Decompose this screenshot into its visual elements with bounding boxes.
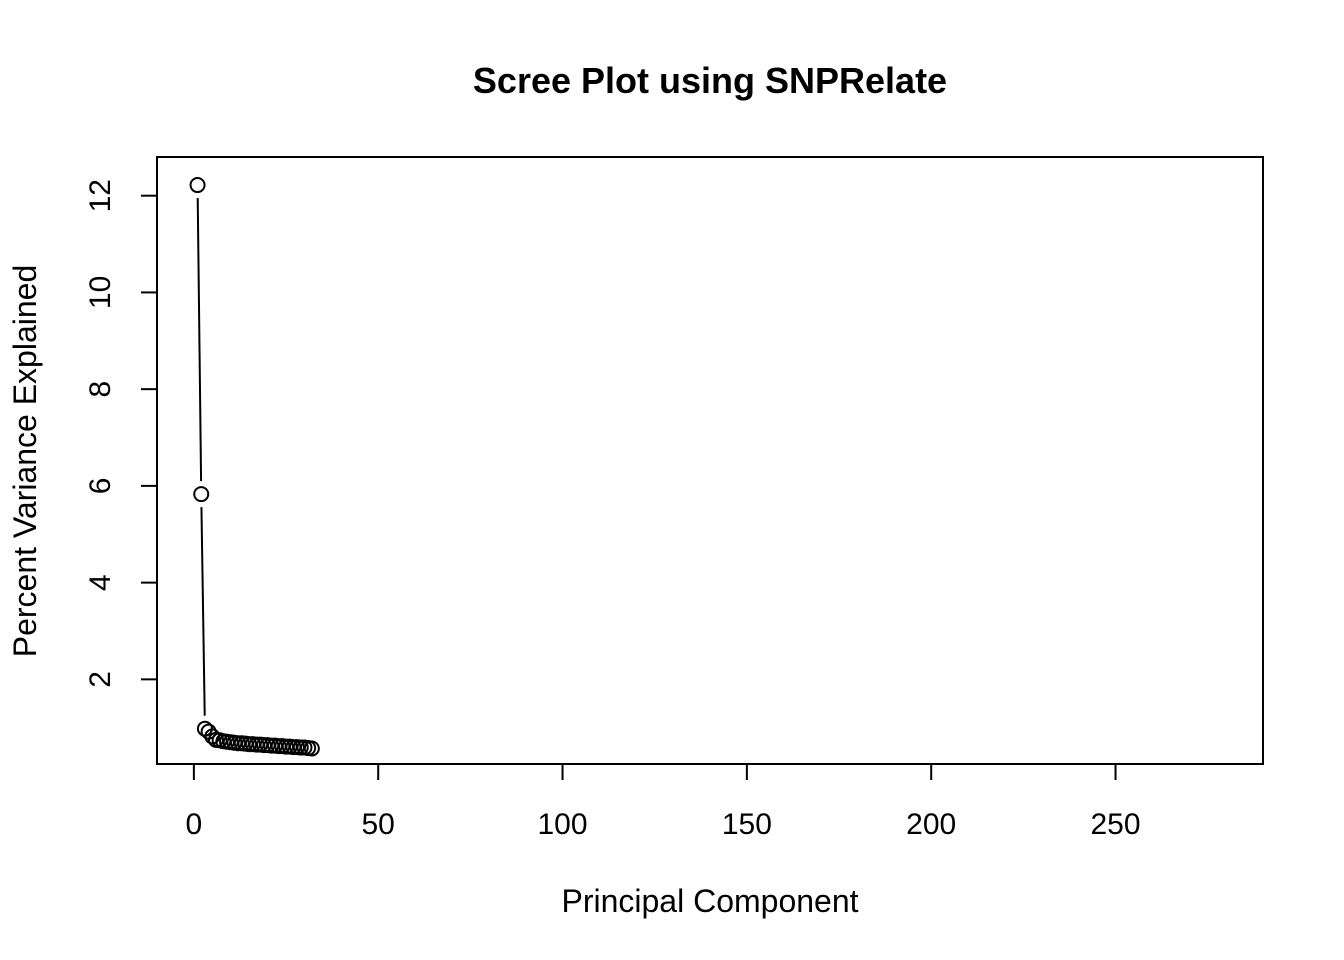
- data-point: [189, 177, 206, 194]
- x-tick-label: 200: [906, 808, 956, 841]
- x-tick-label: 50: [362, 808, 395, 841]
- y-tick-label: 2: [84, 671, 117, 688]
- series-line-segment: [200, 507, 206, 716]
- series-line: [196, 198, 206, 716]
- chart-title: Scree Plot using SNPRelate: [473, 60, 947, 101]
- y-tick-label: 4: [84, 574, 117, 591]
- x-tick-label: 100: [538, 808, 588, 841]
- y-axis-label: Percent Variance Explained: [7, 265, 43, 658]
- y-tick-label: 6: [84, 478, 117, 495]
- series-line-segment: [196, 198, 203, 482]
- x-axis-label: Principal Component: [561, 883, 858, 919]
- y-axis: 2 4 6 8 10 12: [84, 179, 158, 688]
- plot-frame: [156, 156, 1264, 765]
- y-tick-label: 10: [84, 276, 117, 309]
- y-tick-label: 8: [84, 381, 117, 398]
- x-axis: 0 50 100 150 200 250: [186, 763, 1141, 841]
- series-points: [189, 177, 320, 757]
- y-tick-label: 12: [84, 179, 117, 212]
- x-tick-label: 150: [722, 808, 772, 841]
- x-tick-label: 0: [186, 808, 203, 841]
- x-tick-label: 250: [1091, 808, 1141, 841]
- data-point: [303, 740, 320, 757]
- data-point: [193, 486, 210, 503]
